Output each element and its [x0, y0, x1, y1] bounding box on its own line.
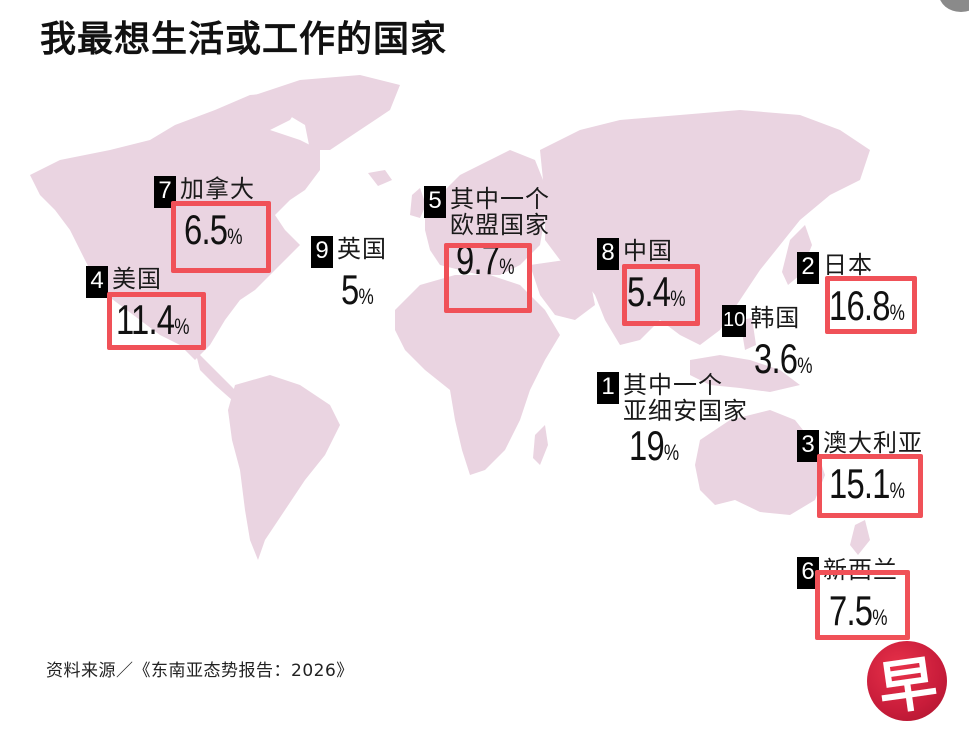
label-china: 8 中国 5.4% — [597, 238, 702, 321]
rank-badge: 8 — [597, 238, 619, 270]
country-name: 韩国 — [750, 304, 801, 332]
se-asia — [690, 355, 800, 392]
new-zealand — [850, 520, 870, 555]
logo-glyph: 早 — [874, 648, 942, 724]
country-name: 美国 — [112, 265, 162, 293]
rank-badge: 2 — [797, 252, 819, 284]
percent-value: 5.4% — [627, 268, 686, 315]
world-map — [30, 75, 870, 560]
highlight-box-canada — [171, 201, 271, 273]
percent-value: 7.5% — [829, 587, 888, 634]
country-name-line2: 亚细安国家 — [623, 397, 748, 425]
page-title: 我最想生活或工作的国家 — [40, 19, 448, 60]
rank-badge: 10 — [722, 305, 747, 337]
label-asean: 1 其中一个 亚细安国家 19% — [597, 372, 748, 475]
percent-value: 11.4% — [116, 296, 190, 343]
corner-button[interactable] — [939, 0, 969, 12]
highlight-box-australia — [817, 454, 923, 518]
label-eu: 5 其中一个 欧盟国家 9.7% — [424, 186, 550, 289]
rank-badge: 6 — [797, 557, 819, 589]
rank-badge: 4 — [86, 266, 108, 298]
highlight-box-eu — [444, 243, 532, 313]
country-name-line1: 其中一个 — [623, 371, 723, 399]
highlight-box-new-zealand — [815, 570, 910, 640]
africa — [395, 275, 560, 475]
percent-value: 6.5% — [184, 206, 243, 253]
rank-badge: 3 — [797, 430, 819, 462]
middle-east — [530, 260, 595, 320]
label-japan: 2 日本 16.8% — [797, 252, 926, 335]
country-name: 中国 — [623, 237, 673, 265]
south-america — [228, 375, 340, 560]
iceland — [368, 170, 392, 186]
label-usa: 4 美国 11.4% — [86, 266, 210, 349]
highlight-box-china — [622, 264, 700, 326]
uk — [410, 188, 426, 218]
percent-value: 19% — [629, 422, 680, 469]
greenland — [255, 75, 400, 150]
label-korea: 10 韩国 3.6% — [722, 305, 829, 388]
percent-value: 16.8% — [829, 282, 905, 329]
label-australia: 3 澳大利亚 15.1% — [797, 430, 926, 513]
highlight-box-japan — [825, 276, 917, 334]
madagascar — [533, 425, 548, 465]
rank-badge: 5 — [424, 186, 446, 218]
label-uk: 9 英国 5% — [311, 236, 387, 319]
country-name: 加拿大 — [180, 175, 255, 203]
country-name: 澳大利亚 — [823, 429, 923, 457]
zaobao-logo[interactable]: 早 — [867, 641, 947, 724]
central-america — [195, 350, 240, 400]
percent-value: 15.1% — [829, 460, 905, 507]
australia — [695, 410, 825, 515]
highlight-box-usa — [107, 292, 206, 350]
rank-badge: 1 — [597, 372, 619, 404]
rank-badge: 9 — [311, 236, 333, 268]
country-name-line2: 欧盟国家 — [450, 211, 550, 239]
percent-value: 5% — [341, 266, 374, 313]
source-note: 资料来源／《东南亚态势报告：2026》 — [46, 661, 354, 681]
percent-value: 3.6% — [754, 335, 813, 382]
rank-badge: 7 — [154, 176, 176, 208]
country-name-line1: 其中一个 — [450, 185, 550, 213]
label-canada: 7 加拿大 6.5% — [154, 176, 259, 259]
country-name: 日本 — [823, 251, 873, 279]
country-name: 英国 — [337, 235, 387, 263]
